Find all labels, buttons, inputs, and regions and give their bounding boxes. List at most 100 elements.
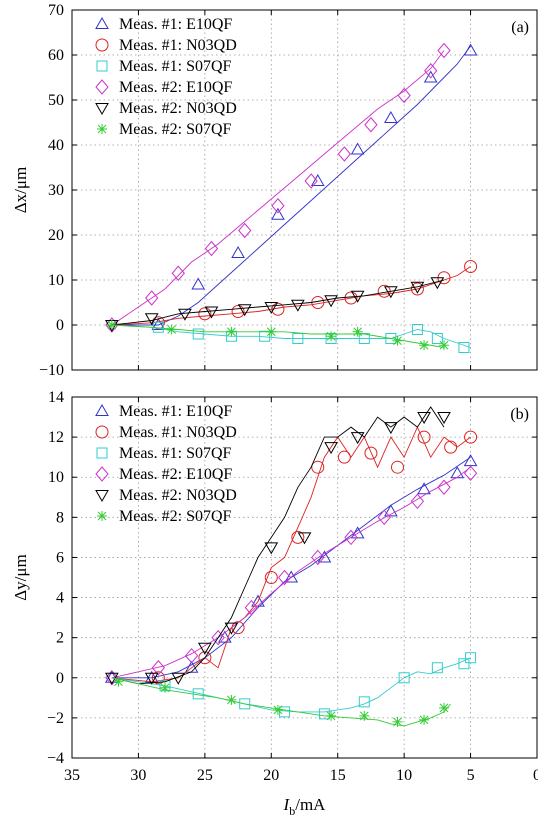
legend-marker <box>95 38 109 52</box>
data-point-marker <box>151 317 166 330</box>
data-point-marker <box>204 240 219 257</box>
data-point-marker <box>144 672 159 685</box>
y-tick-label: 40 <box>48 137 64 154</box>
data-point-marker <box>166 324 177 335</box>
data-point-marker <box>392 716 403 727</box>
data-point-marker <box>211 629 225 646</box>
data-point-marker <box>377 509 391 526</box>
x-tick-label: 10 <box>396 767 412 784</box>
data-point-marker <box>398 672 410 684</box>
legend-entry: Meas. #1: E10QF <box>119 16 232 33</box>
legend-marker <box>96 60 108 72</box>
data-point-marker <box>350 290 365 303</box>
panel-label: (b) <box>510 406 529 423</box>
series-group <box>104 406 478 727</box>
x-tick-label: 5 <box>467 767 475 784</box>
data-point-marker <box>417 482 431 495</box>
series-3 <box>111 321 471 353</box>
data-point-marker <box>383 504 398 517</box>
data-point-marker <box>463 43 478 56</box>
data-point-marker <box>279 706 291 718</box>
data-point-marker <box>291 530 305 544</box>
data-point-marker <box>290 299 305 312</box>
y-tick-label: 0 <box>56 317 64 334</box>
data-point-marker <box>392 335 403 346</box>
series-line <box>111 677 451 727</box>
data-point-marker <box>151 671 165 685</box>
data-point-marker <box>383 422 398 435</box>
legend-entry: Meas. #1: N03QD <box>119 37 237 54</box>
data-point-marker <box>310 173 325 186</box>
data-point-marker <box>458 342 470 353</box>
data-point-marker <box>197 642 212 655</box>
data-point-marker <box>424 62 438 79</box>
y-tick-label: −2 <box>47 710 64 727</box>
y-tick-label: 20 <box>48 227 64 244</box>
series-2 <box>111 260 478 330</box>
y-tick-label: 70 <box>48 2 64 19</box>
series-line <box>111 466 471 679</box>
data-point-marker <box>350 142 365 155</box>
data-point-marker <box>439 702 449 713</box>
y-tick-label: 6 <box>56 549 64 566</box>
data-point-marker <box>113 676 124 687</box>
y-tick-label: 30 <box>48 182 64 199</box>
data-point-marker <box>337 146 352 162</box>
data-point-marker <box>410 281 425 294</box>
series-line <box>111 266 471 326</box>
data-point-marker <box>324 295 338 308</box>
ticks: 35 30 25 20 15 10 5 0 −4 −2 0 2 4 6 8 10 12 14 <box>47 389 538 784</box>
data-point-marker <box>430 277 445 290</box>
data-point-marker <box>358 333 370 344</box>
data-point-marker <box>437 42 451 59</box>
plot-frame <box>71 396 538 759</box>
data-point-marker <box>272 704 283 715</box>
data-point-marker <box>271 197 285 214</box>
data-point-marker <box>439 340 449 351</box>
data-point-marker <box>271 207 285 220</box>
series-line <box>111 324 471 348</box>
x-tick-label: 0 <box>533 767 538 784</box>
legend-marker <box>95 16 109 29</box>
data-point-marker <box>264 542 279 555</box>
data-point-marker <box>419 340 430 351</box>
data-point-marker <box>237 304 252 317</box>
x-tick-label: 20 <box>263 767 279 784</box>
legend-entry: Meas. #1: N03QD <box>119 424 237 441</box>
data-point-marker <box>106 320 117 330</box>
data-point-marker <box>410 493 425 510</box>
data-point-marker <box>271 302 285 316</box>
data-point-marker <box>458 658 470 670</box>
data-point-marker <box>364 446 378 460</box>
data-point-marker <box>431 662 443 674</box>
y-tick-label: 14 <box>48 389 64 406</box>
series-line <box>111 324 445 348</box>
data-point-marker <box>437 479 451 496</box>
data-point-marker <box>465 652 477 664</box>
data-point-marker <box>204 306 219 319</box>
legend-marker <box>95 403 109 416</box>
data-point-marker <box>397 87 411 104</box>
series-line <box>111 279 445 326</box>
y-tick-label: 50 <box>48 92 64 109</box>
y-axis-label: Δy/μm <box>11 554 30 601</box>
data-point-marker <box>410 282 424 296</box>
legend-marker <box>97 511 107 521</box>
data-point-marker <box>160 682 170 693</box>
data-point-marker <box>304 173 318 189</box>
legend-marker <box>95 425 109 439</box>
data-point-marker <box>364 116 378 133</box>
data-point-marker <box>231 245 245 258</box>
data-point-marker <box>423 70 438 83</box>
data-point-marker <box>344 529 358 546</box>
panel-label: (a) <box>511 19 529 36</box>
data-point-marker <box>226 326 237 337</box>
legend-entry: Meas. #2: N03QD <box>119 487 237 504</box>
x-tick-label: 25 <box>197 767 213 784</box>
data-point-marker <box>444 440 458 454</box>
data-point-marker <box>463 465 478 481</box>
y-tick-label: 2 <box>56 630 64 647</box>
series-1 <box>111 43 478 330</box>
x-tick-label: 15 <box>330 767 346 784</box>
data-point-marker <box>284 570 299 583</box>
